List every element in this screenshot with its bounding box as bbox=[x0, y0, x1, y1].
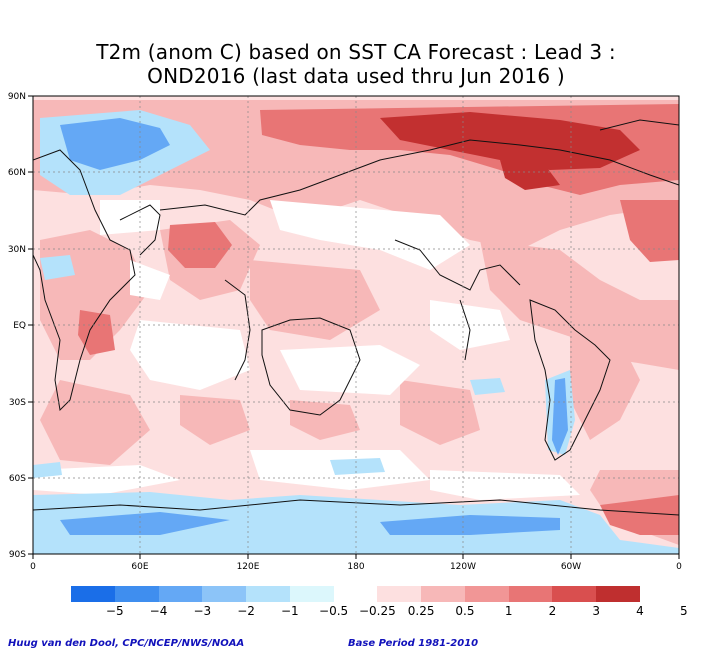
colorbar-label: 4 bbox=[636, 604, 644, 618]
lon-label-60w: 60W bbox=[561, 562, 581, 572]
colorbar-label: −0.25 bbox=[358, 604, 396, 618]
colorbar-segment bbox=[246, 586, 291, 602]
lat-label-60n: 60N bbox=[8, 168, 26, 178]
cool-anomaly-mid-regions bbox=[60, 118, 568, 535]
lat-label-90n: 90N bbox=[8, 92, 26, 102]
colorbar-label: −5 bbox=[105, 604, 124, 618]
colorbar-label: 3 bbox=[592, 604, 601, 618]
colorbar-label: −3 bbox=[193, 604, 212, 618]
colorbar-label: 1 bbox=[504, 604, 513, 618]
colorbar-label: 2 bbox=[548, 604, 557, 618]
chart-title-line2: OND2016 (last data used thru Jun 2016 ) bbox=[147, 64, 565, 88]
author-credit: Huug van den Dool, CPC/NCEP/NWS/NOAA bbox=[8, 638, 245, 649]
warm-anomaly-strong-regions bbox=[380, 112, 640, 190]
axis-ticks bbox=[28, 95, 680, 559]
lon-label-0-right: 0 bbox=[676, 562, 682, 572]
colorbar-segment bbox=[552, 586, 597, 602]
colorbar-segment bbox=[421, 586, 466, 602]
chart-title-line1: T2m (anom C) based on SST CA Forecast : … bbox=[96, 40, 616, 64]
coastlines bbox=[33, 119, 679, 516]
colorbar-segment bbox=[377, 586, 422, 602]
colorbar-segment bbox=[508, 586, 553, 602]
lon-label-120e: 120E bbox=[237, 562, 260, 572]
graticule bbox=[33, 96, 679, 554]
lat-label-60s: 60S bbox=[9, 474, 26, 484]
colorbar-label: −1 bbox=[280, 604, 299, 618]
colorbar-segment bbox=[202, 586, 247, 602]
colorbar-segment bbox=[596, 586, 641, 602]
base-period: Base Period 1981-2010 bbox=[348, 638, 479, 649]
colorbar-label: −2 bbox=[237, 604, 255, 618]
colorbar-segment bbox=[464, 586, 510, 602]
lat-label-90s: 90S bbox=[9, 550, 26, 560]
lon-label-0-left: 0 bbox=[30, 562, 36, 572]
lat-label-30s: 30S bbox=[9, 398, 26, 408]
colorbar-segment bbox=[333, 586, 378, 602]
colorbar-segment bbox=[158, 586, 203, 602]
colorbar-label: −4 bbox=[149, 604, 168, 618]
colorbar-label: 0.5 bbox=[455, 604, 475, 618]
colorbar-label: −0.5 bbox=[319, 604, 349, 618]
colorbar-segment bbox=[114, 586, 160, 602]
lat-label-30n: 30N bbox=[8, 245, 26, 255]
colorbar-segment bbox=[289, 586, 335, 602]
lon-label-120w: 120W bbox=[450, 562, 476, 572]
colorbar-label: 0.25 bbox=[407, 604, 435, 618]
lat-label-eq: EQ bbox=[13, 321, 26, 331]
colorbar-segment bbox=[71, 586, 116, 602]
lon-label-60e: 60E bbox=[131, 562, 148, 572]
colorbar-label: 5 bbox=[679, 604, 688, 618]
lon-label-180: 180 bbox=[347, 562, 364, 572]
